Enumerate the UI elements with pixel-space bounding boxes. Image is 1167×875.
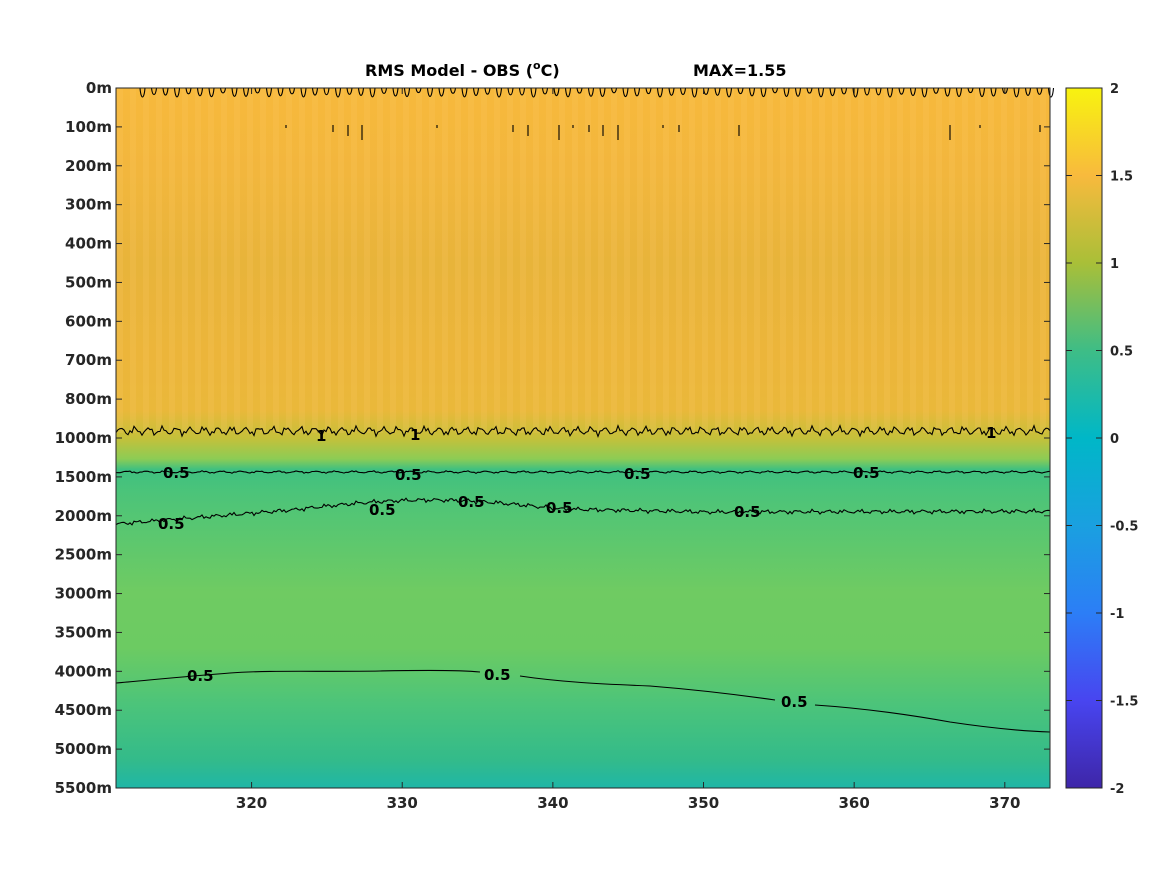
colorbar-tick-label: -1.5 [1110,695,1138,710]
x-tick-label: 350 [688,794,719,812]
contour-surface-wiggles [139,87,1055,140]
y-tick-label: 2500m [55,546,112,564]
contour-label: 1 [986,424,996,442]
contour-label: 0.5 [163,464,190,482]
contour-label: 0.5 [624,465,651,483]
colorbar-tick-label: 2 [1110,82,1119,97]
y-tick-label: 100m [65,118,112,136]
y-tick-label: 3000m [55,585,112,603]
contour-label: 0.5 [395,466,422,484]
contour-label: 0.5 [369,501,396,519]
contour-label: 0.5 [546,499,573,517]
x-tick-label: 360 [839,794,870,812]
y-tick-label: 4500m [55,701,112,719]
y-tick-label: 3500m [55,623,112,641]
contour-1 [115,424,1051,438]
y-tick-label: 800m [65,390,112,408]
chart-title: RMS Model - OBS (oC) [365,59,560,80]
max-label: MAX=1.55 [693,61,787,80]
contour-label: 1 [316,427,326,445]
contour-label: 0.5 [853,464,880,482]
contour-label: 0.5 [458,493,485,511]
contour-label: 0.5 [158,515,185,533]
y-tick-label: 0m [86,79,112,97]
y-tick-label: 1500m [55,468,112,486]
contour-label: 0.5 [484,666,511,684]
colorbar-ticks: 2 1.5 1 0.5 0 -0.5 -1 -1.5 -2 [1066,82,1138,797]
contour-05-c [115,669,1051,733]
y-tick-label: 600m [65,312,112,330]
y-tick-label: 300m [65,196,112,214]
contour-labels: 0.5 0.5 0.5 0.5 0.5 0.5 0.5 0.5 0.5 0.5 … [158,424,996,711]
y-tick-label: 5000m [55,740,112,758]
y-tick-label: 5500m [55,779,112,797]
y-tick-label: 400m [65,235,112,253]
contour-label: 0.5 [187,667,214,685]
colorbar-tick-label: 0.5 [1110,345,1133,360]
contour-label: 0.5 [781,693,808,711]
x-tick-label: 370 [989,794,1020,812]
y-tick-label: 200m [65,157,112,175]
y-axis: 0m 100m 200m 300m 400m 500m 600m 700m 800m 1000m 1… [55,79,1050,797]
heatmap-stripes [116,88,1050,433]
x-axis: 320 330 340 350 360 370 [236,88,1020,812]
contour-label: 0.5 [734,503,761,521]
colorbar-tick-label: 0 [1110,432,1119,447]
x-tick-label: 330 [387,794,418,812]
contour-label: 1 [410,426,420,444]
colorbar-tick-label: 1 [1110,257,1119,272]
colorbar-tick-label: -0.5 [1110,520,1138,535]
x-tick-label: 320 [236,794,267,812]
colorbar-tick-label: -1 [1110,607,1124,622]
colorbar-tick-label: -2 [1110,782,1124,797]
x-tick-label: 340 [537,794,568,812]
contour-05-b [115,497,1051,526]
contour-lines [115,87,1055,733]
y-tick-label: 4000m [55,662,112,680]
contour-05-a [115,469,1051,475]
y-tick-label: 700m [65,351,112,369]
y-tick-label: 2000m [55,507,112,525]
y-tick-label: 500m [65,273,112,291]
y-tick-label: 1000m [55,429,112,447]
colorbar-tick-label: 1.5 [1110,170,1133,185]
